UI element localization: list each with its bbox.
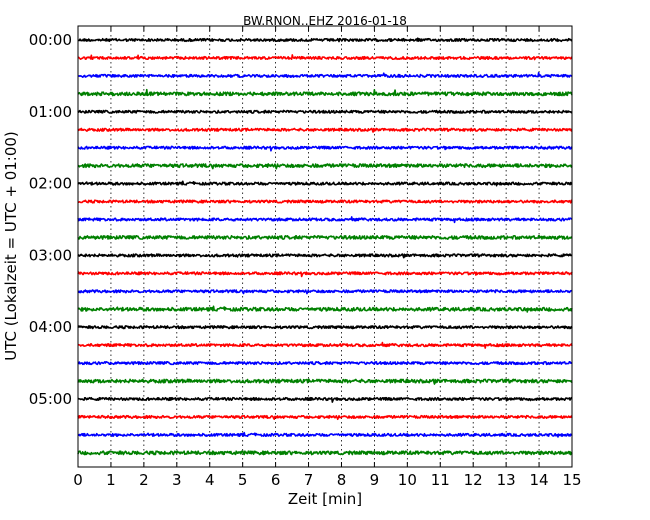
trace-line xyxy=(77,37,573,43)
x-tick-label: 2 xyxy=(139,471,149,489)
trace-line xyxy=(77,234,573,240)
x-tick-label: 11 xyxy=(431,471,450,489)
trace-line xyxy=(77,289,573,295)
y-tick-label: 00:00 xyxy=(29,31,72,49)
trace-line xyxy=(77,199,573,204)
plot-frame xyxy=(77,25,573,468)
trace-line xyxy=(77,361,573,366)
x-tick-label: 9 xyxy=(370,471,380,489)
x-tick-label: 4 xyxy=(205,471,215,489)
x-tick-label: 7 xyxy=(304,471,314,489)
x-tick-label: 3 xyxy=(172,471,182,489)
trace-line xyxy=(77,378,573,385)
grid-lines xyxy=(110,26,540,467)
x-tick-label: 13 xyxy=(497,471,516,489)
x-tick-label: 14 xyxy=(530,471,549,489)
x-tick-label: 15 xyxy=(562,471,581,489)
trace-line xyxy=(77,88,573,97)
trace-line xyxy=(77,341,573,349)
x-axis-ticks: 0 1 2 3 4 5 6 7 8 9 10 11 12 13 14 15 xyxy=(73,26,582,489)
y-tick-label: 03:00 xyxy=(29,246,72,264)
y-tick-label: 01:00 xyxy=(29,103,72,121)
x-tick-label: 10 xyxy=(398,471,417,489)
y-tick-label: 05:00 xyxy=(29,390,72,408)
x-tick-label: 12 xyxy=(464,471,483,489)
trace-line xyxy=(77,396,573,403)
x-tick-label: 8 xyxy=(337,471,347,489)
seismic-traces xyxy=(77,37,573,456)
y-axis-ticks: 00:00 01:00 02:00 03:00 04:00 05:00 xyxy=(29,31,572,408)
x-tick-label: 0 xyxy=(73,471,83,489)
x-tick-label: 5 xyxy=(238,471,248,489)
chart-title: BW.RNON..EHZ 2016-01-18 xyxy=(243,14,407,28)
trace-line xyxy=(77,71,573,78)
y-axis-label: UTC (Lokalzeit = UTC + 01:00) xyxy=(2,131,20,361)
trace-line xyxy=(77,216,573,224)
x-axis-label: Zeit [min] xyxy=(288,490,362,508)
x-tick-label: 1 xyxy=(106,471,116,489)
trace-line xyxy=(77,305,573,313)
trace-line xyxy=(77,325,573,330)
trace-line xyxy=(77,271,573,278)
trace-line xyxy=(77,54,573,61)
trace-line xyxy=(77,127,573,133)
trace-line xyxy=(77,180,573,187)
trace-line xyxy=(77,109,573,114)
trace-line xyxy=(77,431,573,438)
trace-line xyxy=(77,450,573,456)
x-tick-label: 6 xyxy=(271,471,281,489)
y-tick-label: 02:00 xyxy=(29,175,72,193)
trace-line xyxy=(77,253,573,259)
trace-line xyxy=(77,414,573,421)
trace-line xyxy=(77,145,573,152)
y-tick-label: 04:00 xyxy=(29,318,72,336)
trace-line xyxy=(77,163,573,170)
